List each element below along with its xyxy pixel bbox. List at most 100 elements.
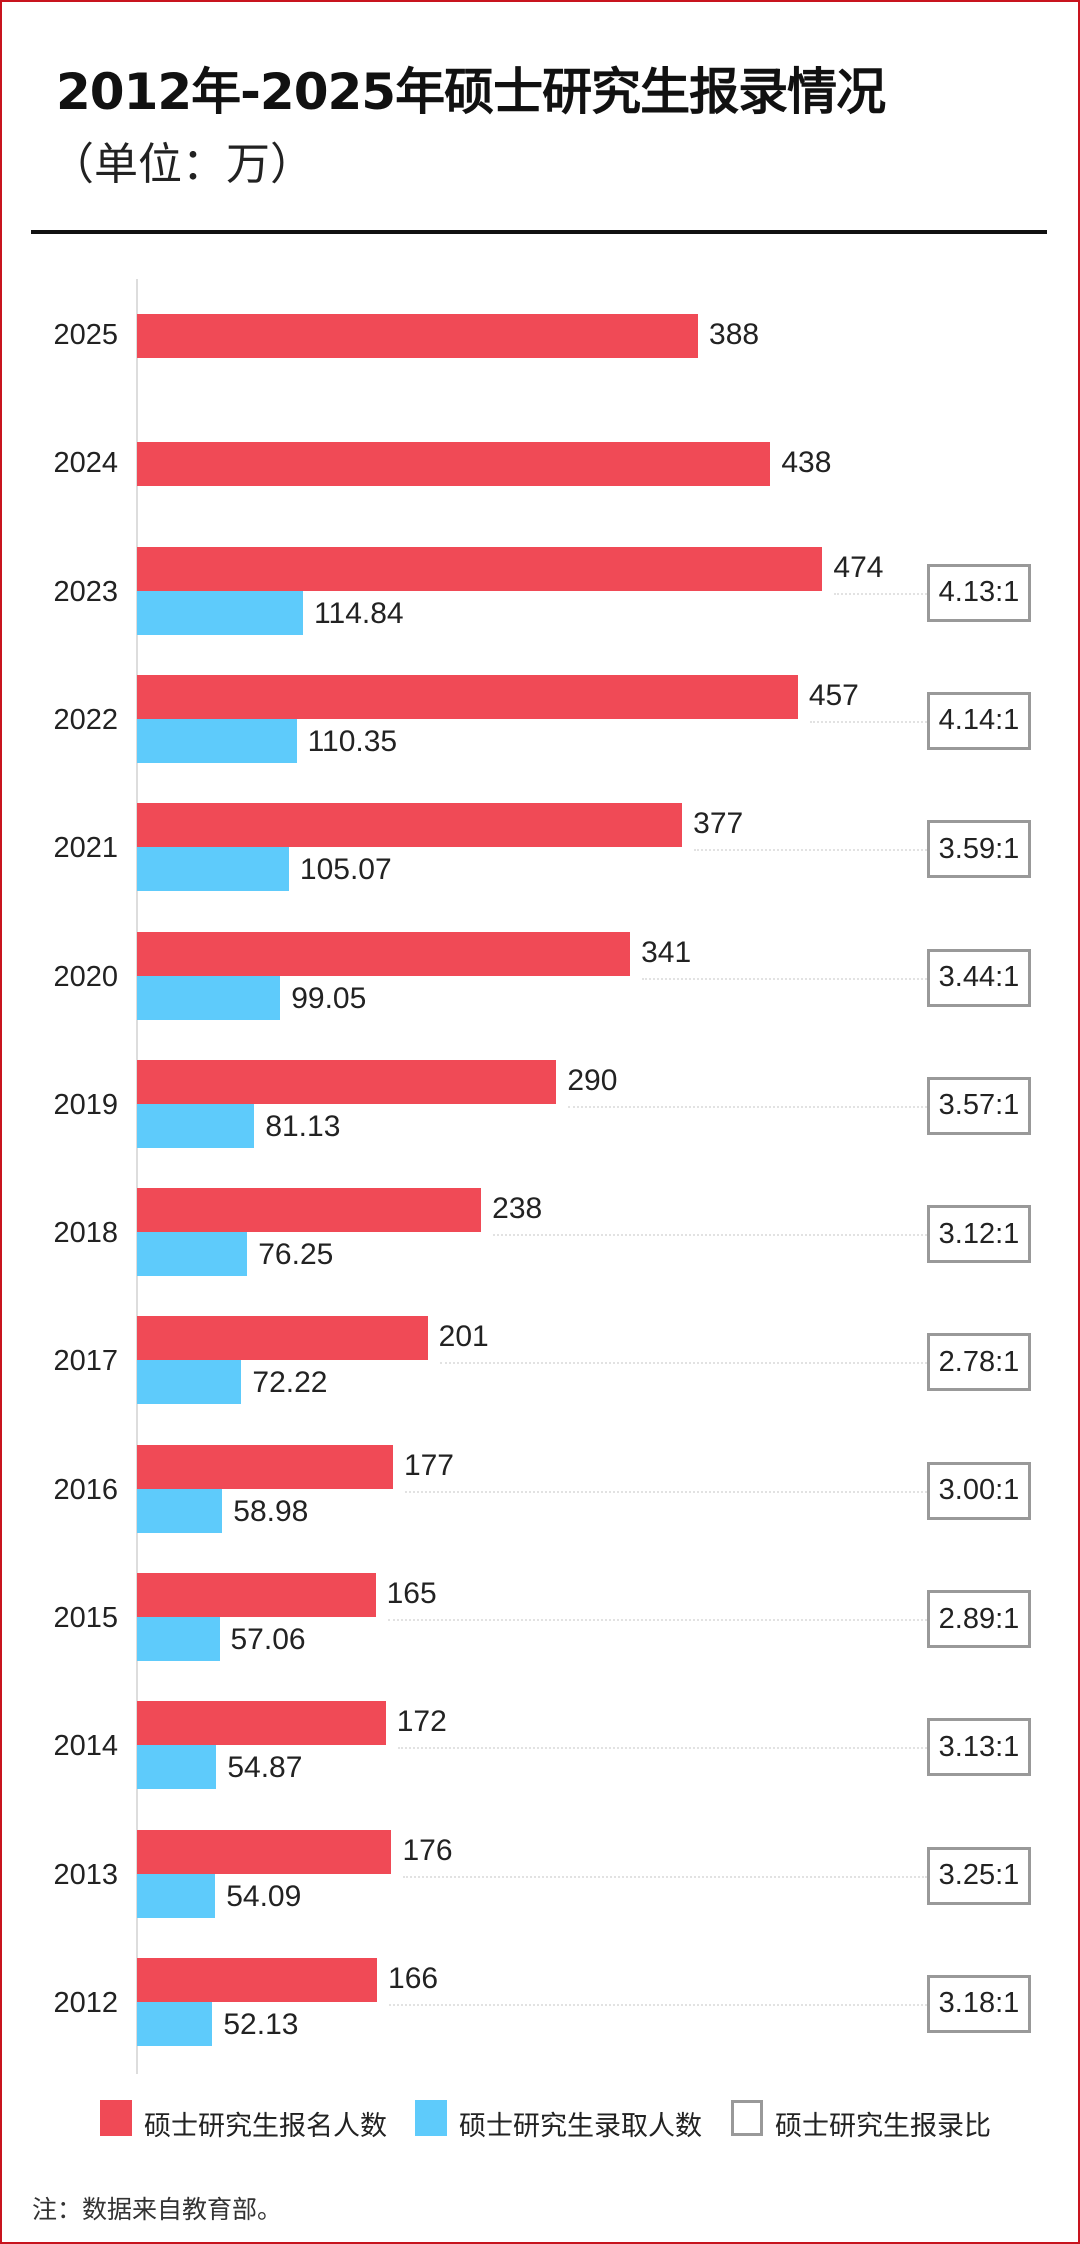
bar-applicants <box>137 1957 378 2002</box>
value-label-admitted: 76.25 <box>258 1238 334 1272</box>
legend: 硕士研究生报名人数 硕士研究生录取人数 硕士研究生报录比 <box>0 2100 1080 2142</box>
value-label-applicants: 457 <box>808 678 859 712</box>
value-label-admitted: 72.22 <box>252 1366 328 1400</box>
ratio-leader-line <box>387 1619 927 1621</box>
ratio-leader-line <box>493 1234 927 1237</box>
ratio-leader-line <box>403 1875 927 1878</box>
bar-admitted <box>137 718 297 763</box>
year-label: 2012 <box>53 1986 118 2019</box>
ratio-leader-line <box>397 1747 927 1750</box>
bar-admitted <box>137 1103 255 1148</box>
ratio-box: 3.00:1 <box>927 1461 1031 1520</box>
ratio-box: 3.44:1 <box>927 948 1031 1007</box>
value-label-admitted: 54.87 <box>227 1751 303 1785</box>
ratio-box: 4.14:1 <box>927 691 1031 750</box>
legend-swatch-ratio <box>731 2100 763 2136</box>
ratio-box: 3.59:1 <box>927 820 1031 879</box>
value-label-applicants: 474 <box>833 550 884 584</box>
ratio-leader-line <box>439 1362 927 1365</box>
value-label-applicants: 166 <box>388 1961 439 1995</box>
value-label-applicants: 177 <box>403 1448 454 1482</box>
value-label-admitted: 81.13 <box>265 1109 341 1143</box>
value-label-applicants: 201 <box>438 1320 489 1354</box>
ratio-leader-line <box>404 1490 927 1493</box>
bar-admitted <box>137 847 289 892</box>
value-label-applicants: 172 <box>396 1705 447 1739</box>
year-label: 2024 <box>53 447 118 480</box>
bar-applicants <box>137 1059 557 1104</box>
legend-swatch-applicants <box>100 2100 132 2136</box>
ratio-box: 2.78:1 <box>927 1333 1031 1392</box>
value-label-admitted: 57.06 <box>230 1623 306 1656</box>
chart-title: 2012年-2025年硕士研究生报录情况 <box>56 63 886 121</box>
year-label: 2019 <box>53 1088 118 1121</box>
bar-applicants <box>137 1444 393 1489</box>
legend-swatch-admitted <box>415 2100 447 2136</box>
year-label: 2025 <box>53 319 118 351</box>
value-label-admitted: 58.98 <box>233 1494 309 1528</box>
legend-label-admitted: 硕士研究生录取人数 <box>459 2111 702 2142</box>
year-label: 2021 <box>53 832 118 865</box>
ratio-box: 3.12:1 <box>927 1205 1031 1264</box>
ratio-leader-line <box>809 720 927 723</box>
y-axis-line <box>136 279 138 2074</box>
bar-applicants <box>137 1829 392 1874</box>
ratio-leader-line <box>389 2003 927 2006</box>
year-label: 2020 <box>53 960 118 993</box>
ratio-box: 2.89:1 <box>927 1590 1031 1648</box>
year-label: 2023 <box>53 575 118 608</box>
ratio-box: 3.25:1 <box>927 1846 1031 1905</box>
value-label-admitted: 52.13 <box>223 2007 299 2041</box>
ratio-box: 3.18:1 <box>927 1974 1031 2033</box>
year-label: 2013 <box>53 1858 118 1891</box>
bar-applicants <box>137 1701 386 1746</box>
year-label: 2015 <box>53 1602 118 1634</box>
value-label-applicants: 377 <box>693 807 744 841</box>
year-label: 2014 <box>53 1730 118 1763</box>
bar-admitted <box>137 1360 242 1405</box>
value-label-admitted: 110.35 <box>307 724 398 758</box>
value-label-applicants: 290 <box>567 1063 618 1097</box>
bar-applicants <box>137 1573 376 1617</box>
bar-applicants <box>137 314 699 358</box>
value-label-applicants: 341 <box>641 935 692 969</box>
chart-unit: （单位：万） <box>50 139 314 190</box>
bar-admitted <box>137 1617 220 1661</box>
bar-admitted <box>137 1873 216 1918</box>
value-label-admitted: 105.07 <box>299 853 392 887</box>
value-label-admitted: 114.84 <box>314 596 404 630</box>
year-label: 2022 <box>53 703 118 736</box>
value-label-applicants: 438 <box>781 446 832 480</box>
year-label: 2016 <box>53 1473 118 1506</box>
ratio-leader-line <box>694 849 927 852</box>
title-divider <box>31 230 1047 234</box>
bar-admitted <box>137 2001 213 2046</box>
ratio-leader-line <box>568 1105 927 1108</box>
bar-applicants <box>137 803 683 848</box>
ratio-box: 3.57:1 <box>927 1076 1031 1135</box>
bar-admitted <box>137 590 304 635</box>
ratio-box: 4.13:1 <box>927 563 1031 622</box>
ratio-leader-line <box>642 977 927 980</box>
bar-applicants <box>137 1316 428 1361</box>
source-note: 注：数据来自教育部。 <box>32 2195 283 2224</box>
legend-label-ratio: 硕士研究生报录比 <box>775 2111 991 2142</box>
year-label: 2018 <box>53 1217 118 1250</box>
value-label-applicants: 238 <box>492 1192 543 1226</box>
legend-label-applicants: 硕士研究生报名人数 <box>144 2111 387 2142</box>
bar-applicants <box>137 674 798 719</box>
value-label-applicants: 165 <box>386 1577 437 1610</box>
bar-applicants <box>137 546 823 591</box>
year-label: 2017 <box>53 1345 118 1378</box>
bar-admitted <box>137 975 281 1020</box>
bar-applicants <box>137 1188 482 1233</box>
bar-admitted <box>137 1745 217 1790</box>
value-label-applicants: 176 <box>402 1833 453 1867</box>
value-label-admitted: 99.05 <box>291 981 367 1015</box>
value-label-applicants: 388 <box>709 318 760 351</box>
ratio-leader-line <box>834 592 927 595</box>
ratio-box: 3.13:1 <box>927 1718 1031 1777</box>
bar-admitted <box>137 1232 248 1277</box>
bar-applicants <box>137 931 631 976</box>
